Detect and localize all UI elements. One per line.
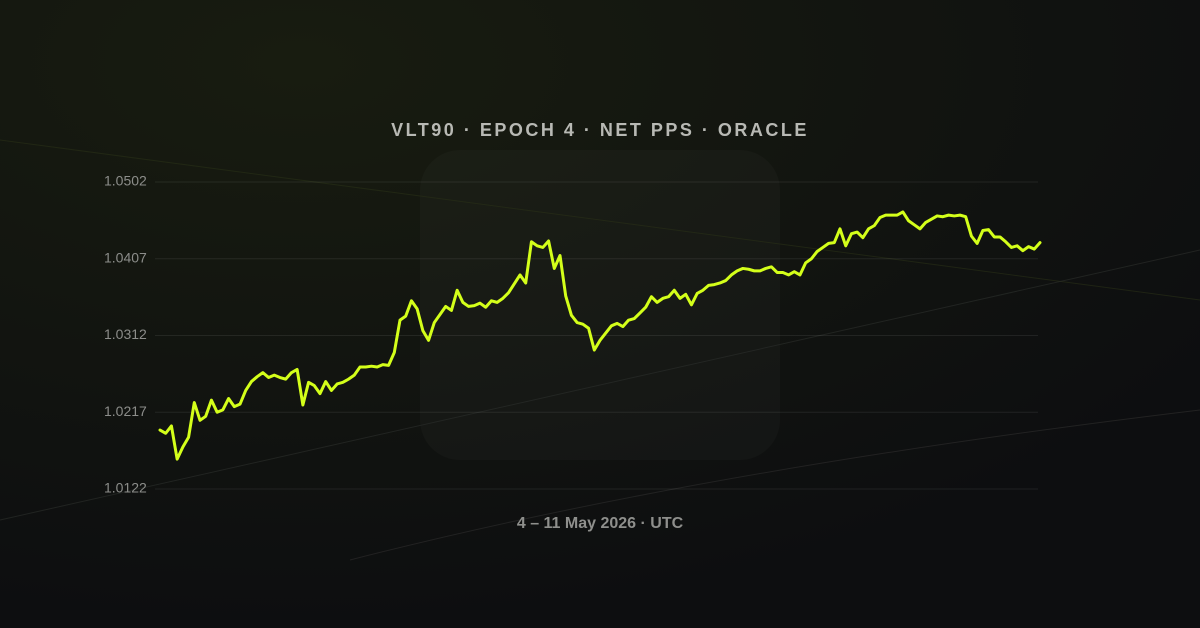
x-axis-label: 4 – 11 May 2026 · UTC — [517, 515, 684, 532]
y-tick-label: 1.0312 — [104, 326, 147, 342]
decor-line — [349, 409, 1200, 561]
y-tick-label: 1.0407 — [104, 249, 147, 265]
decor-line — [0, 249, 1200, 521]
y-tick-label: 1.0502 — [104, 173, 147, 189]
y-tick-label: 1.0217 — [104, 403, 147, 419]
decor-line — [0, 139, 1200, 301]
y-tick-label: 1.0122 — [104, 480, 147, 496]
data-line — [158, 210, 1042, 461]
chart-title: VLT90 · EPOCH 4 · NET PPS · ORACLE — [391, 120, 809, 140]
